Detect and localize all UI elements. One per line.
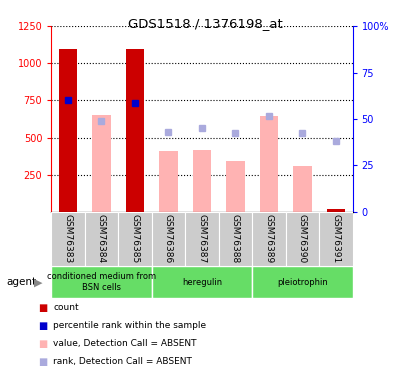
Text: ■: ■ — [38, 321, 47, 330]
Bar — [218, 212, 252, 266]
Bar — [151, 212, 185, 266]
Bar — [292, 166, 311, 212]
Bar — [92, 116, 110, 212]
Text: GSM76383: GSM76383 — [63, 213, 72, 263]
Bar — [226, 160, 244, 212]
Text: GSM76387: GSM76387 — [197, 213, 206, 263]
Text: conditioned medium from
BSN cells: conditioned medium from BSN cells — [47, 273, 156, 292]
Text: GSM76386: GSM76386 — [164, 213, 173, 263]
Text: GSM76385: GSM76385 — [130, 213, 139, 263]
Text: rank, Detection Call = ABSENT: rank, Detection Call = ABSENT — [53, 357, 192, 366]
Bar — [252, 212, 285, 266]
Text: ■: ■ — [38, 339, 47, 348]
Text: ▶: ▶ — [34, 277, 42, 287]
Bar — [318, 212, 352, 266]
Text: GSM76390: GSM76390 — [297, 213, 306, 263]
Bar — [252, 266, 352, 298]
Text: GSM76384: GSM76384 — [97, 213, 106, 262]
Bar — [192, 150, 211, 212]
Text: heregulin: heregulin — [182, 278, 221, 286]
Text: ■: ■ — [38, 303, 47, 312]
Text: GSM76391: GSM76391 — [330, 213, 339, 263]
Bar — [126, 48, 144, 212]
Text: value, Detection Call = ABSENT: value, Detection Call = ABSENT — [53, 339, 196, 348]
Text: GSM76389: GSM76389 — [264, 213, 273, 263]
Bar — [185, 212, 218, 266]
Bar — [259, 116, 277, 212]
Bar — [159, 151, 177, 212]
Bar — [85, 212, 118, 266]
Text: GDS1518 / 1376198_at: GDS1518 / 1376198_at — [127, 17, 282, 30]
Bar — [326, 209, 344, 212]
Bar — [118, 212, 151, 266]
Bar — [285, 212, 318, 266]
Text: pleiotrophin: pleiotrophin — [276, 278, 327, 286]
Text: ■: ■ — [38, 357, 47, 366]
Text: agent: agent — [6, 277, 36, 287]
Bar — [51, 212, 85, 266]
Bar — [58, 48, 77, 212]
Text: GSM76388: GSM76388 — [230, 213, 239, 263]
Bar — [51, 266, 151, 298]
Text: count: count — [53, 303, 79, 312]
Text: percentile rank within the sample: percentile rank within the sample — [53, 321, 206, 330]
Bar — [151, 266, 252, 298]
